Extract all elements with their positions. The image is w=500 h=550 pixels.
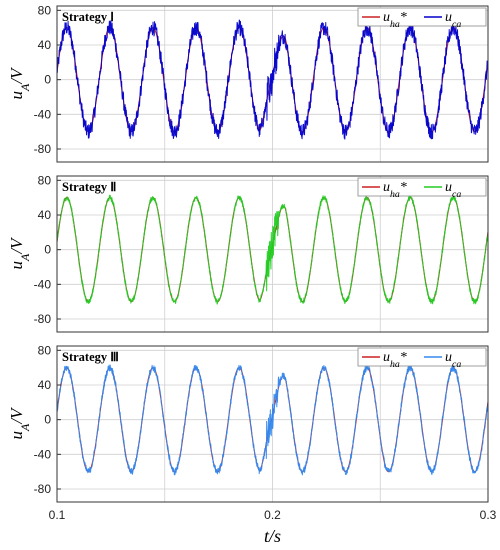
strategy-title: Strategy Ⅰ: [62, 10, 114, 24]
legend: uha* uca: [357, 347, 487, 370]
y-tick-label: 80: [38, 343, 52, 357]
legend: uha* uca: [357, 7, 487, 30]
chart-panel-2: 80 40 0 -40 -80 uA/V Strategy Ⅱ uha* uca: [7, 173, 489, 333]
chart-panel-1: 80 40 0 -40 -80 uA/V Strategy Ⅰ uha* uca: [7, 3, 489, 163]
x-axis-label: t/s: [264, 526, 281, 546]
y-tick-label: 0: [44, 243, 51, 257]
x-tick-label: 0.1: [49, 508, 66, 522]
plot-frame: [56, 175, 489, 333]
legend-label: uca: [445, 180, 461, 200]
legend-box: [357, 7, 487, 27]
y-tick-label: 40: [38, 38, 52, 52]
plot-frame: [56, 5, 489, 163]
y-tick-label: 0: [44, 73, 51, 87]
series-line-output: [56, 194, 489, 305]
y-tick-label: -80: [34, 482, 52, 496]
legend-box: [357, 347, 487, 367]
strategy-title: Strategy Ⅲ: [62, 350, 119, 364]
series-line-output: [56, 363, 489, 476]
legend-label: uha*: [383, 180, 407, 200]
y-tick-label: 80: [38, 3, 52, 17]
plot-frame: [56, 345, 489, 503]
y-tick-label: -40: [34, 447, 52, 461]
y-tick-label: -80: [34, 142, 52, 156]
legend-label: uca: [445, 10, 461, 30]
y-tick-label: -40: [34, 277, 52, 291]
y-axis-label: uA/V: [7, 66, 32, 99]
strategy-title: Strategy Ⅱ: [62, 180, 116, 194]
legend-box: [357, 177, 487, 197]
x-tick-label: 0.3: [480, 508, 497, 522]
chart-panel-3: 80 40 0 -40 -80 uA/V Strategy Ⅲ uha* uca 0.1 0.2 0.…: [7, 343, 497, 546]
y-tick-label: 0: [44, 413, 51, 427]
x-tick-label: 0.2: [264, 508, 281, 522]
legend-label: uca: [445, 350, 461, 370]
y-tick-label: 40: [38, 378, 52, 392]
legend: uha* uca: [357, 177, 487, 200]
legend-label: uha*: [383, 10, 407, 30]
y-tick-label: -40: [34, 107, 52, 121]
y-axis-label: uA/V: [7, 236, 32, 269]
legend-label: uha*: [383, 350, 407, 370]
y-axis-label: uA/V: [7, 406, 32, 439]
y-tick-label: 80: [38, 173, 52, 187]
series-line-output: [56, 19, 489, 140]
y-tick-label: -80: [34, 312, 52, 326]
y-tick-label: 40: [38, 208, 52, 222]
